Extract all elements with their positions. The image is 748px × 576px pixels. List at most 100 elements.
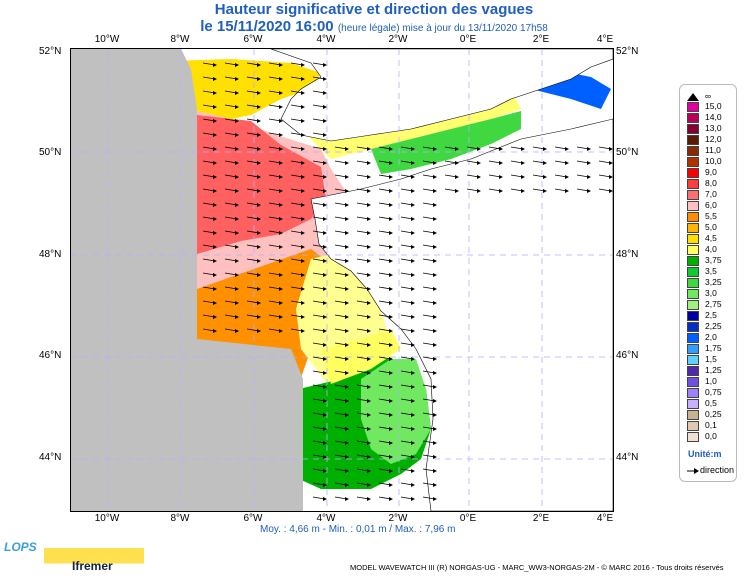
wave-direction-arrowhead	[543, 189, 547, 193]
wave-direction-arrowhead	[345, 203, 349, 207]
lat-tick-label: 48°N	[616, 249, 639, 260]
lon-tick-label: 8°W	[170, 513, 190, 524]
legend-swatch	[687, 256, 699, 266]
legend-swatch	[687, 201, 699, 211]
wave-direction-arrowhead	[587, 175, 591, 179]
wave-direction-arrowhead	[235, 119, 239, 123]
wave-direction-arrowhead	[411, 259, 415, 263]
lat-tick-label: 50°N	[39, 147, 62, 158]
lon-tick-label: 0°E	[459, 513, 477, 524]
wave-direction-arrowhead	[411, 399, 415, 403]
wave-direction-arrowhead	[433, 357, 437, 361]
wave-direction-arrowhead	[367, 231, 371, 235]
wave-direction-arrowhead	[301, 245, 305, 249]
legend-level-label: 15,0	[705, 101, 722, 111]
wave-direction-arrowhead	[455, 175, 459, 179]
legend-swatch	[687, 124, 699, 134]
wave-direction-arrowhead	[257, 301, 261, 305]
legend-level-label: 0,1	[705, 420, 717, 430]
wave-direction-arrowhead	[323, 77, 327, 81]
wave-direction-arrowhead	[411, 455, 415, 459]
legend-level-label: 12,0	[705, 134, 722, 144]
wave-direction-arrowhead	[213, 189, 217, 193]
wave-direction-arrowhead	[235, 231, 239, 235]
wave-direction-arrowhead	[323, 329, 327, 333]
wave-field	[171, 59, 611, 489]
wave-direction-arrowhead	[367, 217, 371, 221]
wave-direction-arrowhead	[367, 287, 371, 291]
wave-direction-arrowhead	[323, 147, 327, 151]
wave-direction-arrowhead	[345, 147, 349, 151]
wave-direction-arrowhead	[367, 273, 371, 277]
wave-direction-arrowhead	[345, 497, 349, 501]
wave-direction-arrowhead	[389, 259, 393, 263]
wave-direction-arrowhead	[411, 385, 415, 389]
wave-direction-arrowhead	[367, 455, 371, 459]
wave-direction-arrowhead	[433, 217, 437, 221]
wave-direction-arrowhead	[411, 329, 415, 333]
wave-direction-arrowhead	[345, 399, 349, 403]
lat-tick-label: 46°N	[616, 350, 639, 361]
wave-direction-arrowhead	[257, 133, 261, 137]
wave-direction-arrowhead	[213, 273, 217, 277]
legend-level-label: 9,0	[705, 167, 717, 177]
wave-direction-arrowhead	[301, 217, 305, 221]
wave-direction-arrowhead	[279, 91, 283, 95]
wave-direction-arrowhead	[301, 105, 305, 109]
wave-direction-arrowhead	[301, 259, 305, 263]
wave-direction-arrowhead	[433, 175, 437, 179]
lat-tick-label: 50°N	[616, 147, 639, 158]
wave-direction-arrowhead	[323, 161, 327, 165]
lat-tick-label: 46°N	[39, 350, 62, 361]
wave-direction-arrowhead	[389, 147, 393, 151]
wave-direction-arrowhead	[411, 161, 415, 165]
wave-direction-arrowhead	[411, 413, 415, 417]
wave-direction-arrowhead	[323, 217, 327, 221]
wave-direction-arrowhead	[367, 175, 371, 179]
legend-swatch	[687, 223, 699, 233]
legend-level-label: 8,0	[705, 178, 717, 188]
legend-level-label: 2,25	[705, 321, 722, 331]
wave-direction-arrowhead	[543, 175, 547, 179]
wave-direction-arrowhead	[257, 175, 261, 179]
legend-swatch	[687, 135, 699, 145]
wave-direction-arrowhead	[279, 245, 283, 249]
lon-tick-label: 10°W	[94, 513, 120, 524]
legend-level-label: 0,25	[705, 409, 722, 419]
wave-direction-arrowhead	[543, 147, 547, 151]
wave-direction-arrowhead	[257, 245, 261, 249]
wave-direction-arrowhead	[345, 301, 349, 305]
wave-direction-arrowhead	[279, 301, 283, 305]
lon-tick-label: 6°W	[243, 513, 263, 524]
wave-direction-arrowhead	[477, 175, 481, 179]
wave-direction-arrowhead	[411, 315, 415, 319]
wave-direction-arrowhead	[323, 203, 327, 207]
wave-direction-arrowhead	[257, 147, 261, 151]
wave-direction-arrowhead	[433, 399, 437, 403]
wave-direction-arrowhead	[389, 189, 393, 193]
wave-direction-arrowhead	[323, 483, 327, 487]
legend-swatch	[687, 300, 699, 310]
wave-direction-arrowhead	[257, 231, 261, 235]
wave-direction-arrowhead	[411, 483, 415, 487]
legend-level-label: 13,0	[705, 123, 722, 133]
wave-direction-arrowhead	[213, 91, 217, 95]
wave-direction-arrowhead	[301, 119, 305, 123]
map-canvas	[71, 49, 613, 511]
wave-direction-arrowhead	[477, 147, 481, 151]
legend-level-label: 5,0	[705, 222, 717, 232]
wave-direction-arrowhead	[345, 343, 349, 347]
wave-direction-arrowhead	[279, 147, 283, 151]
legend-level-label: 0,75	[705, 387, 722, 397]
wave-direction-arrowhead	[389, 287, 393, 291]
wave-direction-arrowhead	[301, 133, 305, 137]
wave-direction-arrowhead	[235, 189, 239, 193]
wave-direction-arrowhead	[323, 455, 327, 459]
ifremer-logo-text: Ifremer	[72, 559, 113, 573]
wave-direction-arrowhead	[235, 273, 239, 277]
wave-direction-arrowhead	[301, 63, 305, 67]
wave-direction-arrowhead	[213, 119, 217, 123]
wave-direction-arrowhead	[389, 315, 393, 319]
wave-direction-arrowhead	[389, 441, 393, 445]
direction-arrow-icon	[687, 468, 699, 474]
